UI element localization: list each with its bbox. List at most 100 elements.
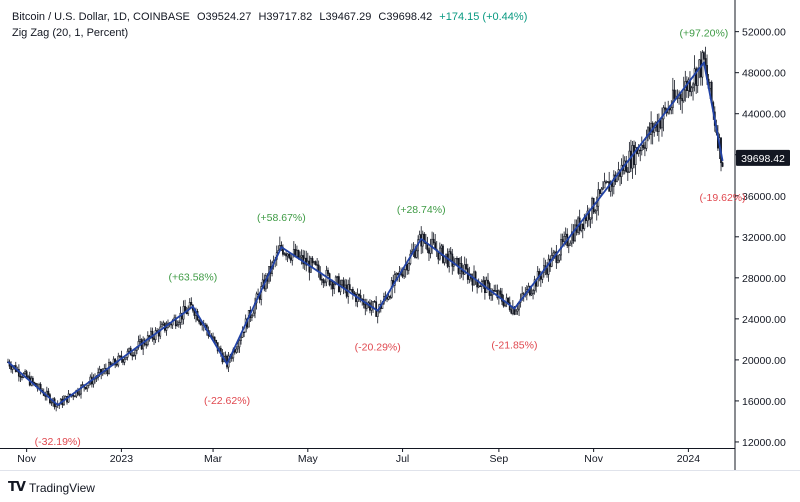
candle-body [330,281,333,286]
candle-body [431,238,433,247]
candle-body [115,364,118,366]
candle-body [513,306,516,315]
candle-body [118,355,121,358]
candle-body [456,257,458,260]
candle-body [134,350,137,356]
candle-body [595,205,598,212]
candle-body [490,294,493,296]
time-axis-label: 2024 [677,453,701,465]
candle-body [327,270,329,274]
candle-body [709,81,712,89]
candle-body [647,127,649,138]
candle-body [670,107,673,111]
candle-body [449,251,452,255]
symbol-title[interactable]: Bitcoin / U.S. Dollar, 1D, COINBASE [12,11,190,23]
candle-body [286,253,289,257]
candle-body [372,301,374,308]
candle-body [283,253,286,255]
candle-body [547,258,550,275]
candle-body [213,336,216,341]
candle-body [609,181,612,192]
candle-body [496,290,499,298]
zigzag-label-peak: (+97.20%) [680,27,729,39]
candle-body [505,297,508,303]
candle-body [142,339,145,350]
candle-body [350,289,353,291]
candle-body [358,293,360,296]
candle-body [401,274,404,277]
candle-body [132,354,135,357]
candle-body [406,263,409,271]
candle-body [353,292,356,295]
candle-body [687,79,690,91]
candle-body [73,395,76,398]
indicator-legend[interactable]: Zig Zag (20, 1, Percent) [12,27,132,39]
change-value: +174.15 (+0.44%) [439,11,528,23]
candle-body [21,376,23,378]
candle-body [387,296,390,300]
price-axis-label: 24000.00 [742,314,786,326]
candle-body [637,149,640,154]
candle-body [137,341,140,348]
candle-body [569,242,572,246]
candle-body [451,253,454,267]
candle-body [403,269,406,277]
candle-body [477,285,480,288]
candle-body [440,245,443,249]
candle-body [465,264,468,269]
candle-body [522,293,525,295]
candle-body [598,189,601,194]
zigzag-label-trough: (-19.62%) [700,192,746,204]
candle-body [532,290,534,294]
candle-body [181,312,183,320]
price-axis-label: 12000.00 [742,437,786,449]
candle-body [581,223,584,230]
candle-body [235,348,238,353]
time-axis-label: 2023 [110,453,134,465]
candle-body [339,284,342,293]
candle-body [373,301,376,303]
candle-body [558,254,561,261]
candle-body [530,293,533,296]
zigzag-indicator-label[interactable]: Zig Zag (20, 1, Percent) [12,27,129,39]
candle-body [515,310,517,315]
candle-body [389,296,392,298]
candle-body [109,361,112,365]
time-axis-label: Jul [396,453,409,465]
price-axis-label: 48000.00 [742,68,786,80]
ohlc-legend: Bitcoin / U.S. Dollar, 1D, COINBASE O395… [12,11,531,23]
candle-body [341,280,343,286]
candle-body [334,276,337,285]
last-price-label: 39698.42 [741,153,785,165]
time-axis-label: Mar [204,453,223,465]
candle-body [188,302,191,309]
time-axis-label: Sep [490,453,509,465]
candle-body [19,375,22,378]
candle-body [80,385,82,395]
candle-body [397,272,399,275]
candle-body [642,144,645,148]
candle-body [24,371,26,374]
candle-body [681,98,684,102]
candle-body [553,251,556,254]
candle-body [355,293,357,303]
candle-body [199,321,202,326]
candle-body [605,181,607,183]
candle-body [580,223,583,231]
candle-body [170,323,173,326]
candle-body [668,107,671,111]
candle-body [563,236,566,242]
zigzag-label-trough: (-22.62%) [204,395,250,407]
candle-body [351,289,354,294]
candle-body [516,308,519,312]
time-axis-label: Nov [17,453,36,465]
tradingview-logo[interactable]: TV TradingView [8,480,95,495]
high-value: H39717.82 [258,11,313,23]
candle-body [364,304,367,309]
low-value: L39467.29 [319,11,372,23]
candle-body [584,217,587,222]
candle-body [145,344,148,346]
candle-body [233,349,236,353]
zigzag-label-peak: (+63.58%) [168,272,217,284]
